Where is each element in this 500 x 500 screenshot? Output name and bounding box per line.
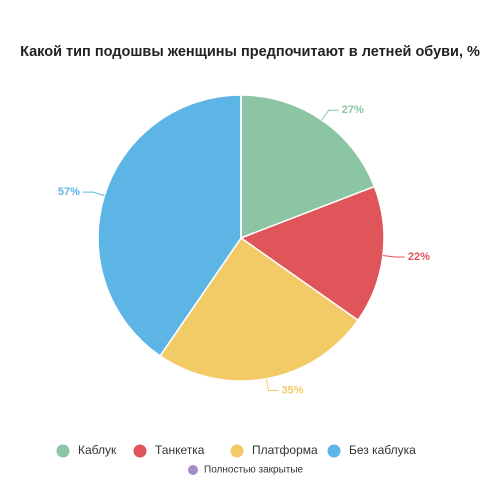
legend-marker <box>327 444 341 458</box>
legend-label: Танкетка <box>155 443 205 457</box>
legend-marker <box>56 444 70 458</box>
legend-marker <box>230 444 244 458</box>
data-label: 57% <box>58 186 80 198</box>
chart-title: Какой тип подошвы женщины предпочитают в… <box>20 44 480 60</box>
data-label: 22% <box>408 251 430 263</box>
pie-slice <box>239 185 385 322</box>
data-label: 27% <box>342 104 364 116</box>
legend-label: Полностью закрытые <box>204 465 304 476</box>
legend-label: Без каблука <box>349 443 416 457</box>
legend-label: Платформа <box>252 443 318 457</box>
leader-line <box>265 378 279 392</box>
legend-label: Каблук <box>78 443 117 457</box>
pie-slice <box>159 236 360 382</box>
leader-line <box>321 109 339 121</box>
pie-slice <box>97 94 242 357</box>
leader-line <box>382 254 405 258</box>
legend-marker <box>133 444 147 458</box>
legend-marker <box>188 465 198 475</box>
data-label: 35% <box>281 384 303 396</box>
leader-line <box>82 191 105 197</box>
